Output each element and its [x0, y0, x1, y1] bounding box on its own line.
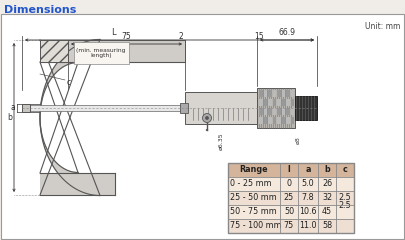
Text: 0 - 25 mm: 0 - 25 mm [230, 180, 272, 188]
Bar [257, 88, 295, 128]
Text: l: l [288, 166, 290, 174]
Bar [290, 90, 294, 97]
Circle shape [202, 114, 211, 122]
Text: a: a [10, 102, 15, 112]
Polygon shape [40, 40, 100, 196]
Bar [228, 205, 354, 219]
Text: 2.5: 2.5 [339, 200, 352, 210]
Bar [228, 191, 354, 205]
Bar [268, 99, 271, 106]
Text: ø6.35: ø6.35 [219, 132, 224, 150]
Bar [277, 99, 281, 106]
Text: 15: 15 [254, 32, 264, 41]
Text: 45: 45 [322, 208, 332, 216]
Bar [264, 108, 267, 115]
Bar [259, 108, 262, 115]
Bar [40, 40, 185, 62]
Text: 25 - 50 mm: 25 - 50 mm [230, 193, 277, 203]
Bar [40, 173, 110, 195]
Bar [228, 163, 354, 233]
Bar [22, 104, 30, 112]
Text: 2.5: 2.5 [339, 193, 352, 203]
Bar [281, 117, 285, 124]
Text: a: a [305, 166, 311, 174]
Text: 50: 50 [284, 208, 294, 216]
Bar [277, 108, 281, 115]
Bar [273, 90, 276, 97]
Bar [273, 117, 276, 124]
Bar [277, 117, 281, 124]
Bar [40, 40, 68, 62]
Text: 32: 32 [322, 193, 332, 203]
Bar [259, 117, 262, 124]
Text: 5.0: 5.0 [302, 180, 314, 188]
Bar [290, 117, 294, 124]
Bar [268, 108, 271, 115]
Text: c: c [67, 78, 71, 87]
Bar [286, 117, 290, 124]
Bar [290, 108, 294, 115]
Text: b: b [324, 166, 330, 174]
Text: b: b [7, 113, 12, 122]
Bar [40, 173, 115, 195]
Bar [268, 117, 271, 124]
Bar [281, 108, 285, 115]
Text: 0: 0 [286, 180, 292, 188]
Text: 10.6: 10.6 [299, 208, 317, 216]
Bar [268, 90, 271, 97]
Text: (min. measuring
length): (min. measuring length) [76, 48, 126, 58]
Bar [286, 108, 290, 115]
Text: 75: 75 [122, 32, 131, 41]
Text: Unit: mm: Unit: mm [364, 22, 400, 31]
Text: 75: 75 [284, 222, 294, 230]
Circle shape [205, 116, 209, 120]
Bar [228, 177, 354, 191]
Text: c: c [343, 166, 347, 174]
Text: Dimensions: Dimensions [4, 5, 77, 15]
Text: 25: 25 [284, 193, 294, 203]
Bar [180, 103, 188, 113]
Bar [286, 99, 290, 106]
Text: 26: 26 [322, 180, 332, 188]
Bar [40, 40, 185, 62]
Text: L: L [111, 28, 116, 37]
Text: 75 - 100 mm: 75 - 100 mm [230, 222, 281, 230]
Bar [273, 108, 276, 115]
Text: 2: 2 [179, 32, 183, 41]
Text: 66.9: 66.9 [279, 28, 296, 37]
Bar [228, 163, 354, 177]
Bar [228, 219, 354, 233]
Bar [264, 117, 267, 124]
Bar [30, 105, 185, 111]
Bar [286, 90, 290, 97]
Text: ø8: ø8 [296, 136, 301, 144]
Bar [259, 90, 262, 97]
Bar [295, 96, 317, 120]
Bar [277, 90, 281, 97]
Bar [74, 42, 129, 64]
Text: 11.0: 11.0 [299, 222, 317, 230]
Bar [281, 99, 285, 106]
Text: Range: Range [240, 166, 268, 174]
Bar [185, 92, 257, 124]
Text: 7.8: 7.8 [302, 193, 314, 203]
Bar [290, 99, 294, 106]
Bar [264, 90, 267, 97]
Text: 50 - 75 mm: 50 - 75 mm [230, 208, 277, 216]
Bar [259, 99, 262, 106]
Bar [281, 90, 285, 97]
Text: 58: 58 [322, 222, 332, 230]
Bar [273, 99, 276, 106]
Bar [264, 99, 267, 106]
